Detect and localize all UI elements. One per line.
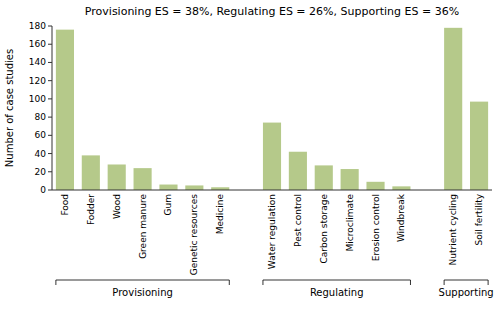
bar [289, 152, 307, 190]
bar [108, 164, 126, 190]
x-tick-label: Gum [163, 194, 173, 215]
x-tick-label: Erosion control [371, 194, 381, 261]
x-tick-label: Windbreak [396, 193, 406, 242]
bar [392, 186, 410, 190]
chart-container: Provisioning ES = 38%, Regulating ES = 2… [0, 0, 500, 310]
y-axis-line [52, 26, 53, 190]
x-tick-label: Food [60, 194, 70, 216]
x-tick-label: Pest control [293, 194, 303, 247]
bar [470, 102, 488, 190]
y-tick-label: 20 [35, 167, 47, 177]
group-bracket [56, 280, 229, 285]
x-tick-label: Fodder [86, 194, 96, 225]
bar [159, 185, 177, 190]
y-tick-label: 60 [35, 130, 47, 140]
x-tick-label: Nutrient cycling [448, 194, 458, 265]
y-tick-label: 100 [29, 94, 46, 104]
x-axis-line [52, 190, 492, 191]
bar [56, 30, 74, 190]
y-tick-label: 80 [35, 112, 47, 122]
y-tick-label: 40 [35, 149, 47, 159]
group-bracket [444, 280, 488, 285]
x-tick-label: Soil fertility [474, 193, 484, 245]
y-tick [48, 26, 52, 27]
bar [134, 168, 152, 190]
x-tick-label: Wood [112, 194, 122, 219]
group-label: Supporting [439, 287, 494, 298]
bar [366, 182, 384, 190]
bar [341, 169, 359, 190]
group-label: Regulating [310, 287, 364, 298]
y-tick [48, 44, 52, 45]
y-tick [48, 171, 52, 172]
y-tick [48, 153, 52, 154]
title: Provisioning ES = 38%, Regulating ES = 2… [85, 5, 459, 18]
bars [56, 28, 488, 190]
y-tick [48, 190, 52, 191]
bar [185, 185, 203, 190]
y-tick-label: 180 [29, 21, 46, 31]
x-tick-label: Microclimate [345, 194, 355, 252]
x-tick-label: Genetic resources [189, 194, 199, 276]
y-tick-label: 120 [29, 76, 46, 86]
y-tick-label: 0 [40, 185, 46, 195]
group-label: Provisioning [112, 287, 172, 298]
x-tick-label: Carbon storage [319, 194, 329, 264]
x-tick-label: Medicine [215, 194, 225, 235]
bar [315, 165, 333, 190]
y-tick [48, 62, 52, 63]
y-tick-label: 140 [29, 57, 46, 67]
bar [444, 28, 462, 190]
y-tick-label: 160 [29, 39, 46, 49]
y-tick [48, 80, 52, 81]
y-tick [48, 98, 52, 99]
bar [263, 123, 281, 190]
x-tick-label: Water regulation [267, 194, 277, 269]
y-tick [48, 117, 52, 118]
chart-svg: Provisioning ES = 38%, Regulating ES = 2… [0, 0, 500, 310]
bar [82, 155, 100, 190]
y-tick [48, 135, 52, 136]
x-tick-label: Green manure [138, 194, 148, 259]
group-bracket [263, 280, 411, 285]
y-axis-label: Number of case studies [4, 49, 15, 167]
